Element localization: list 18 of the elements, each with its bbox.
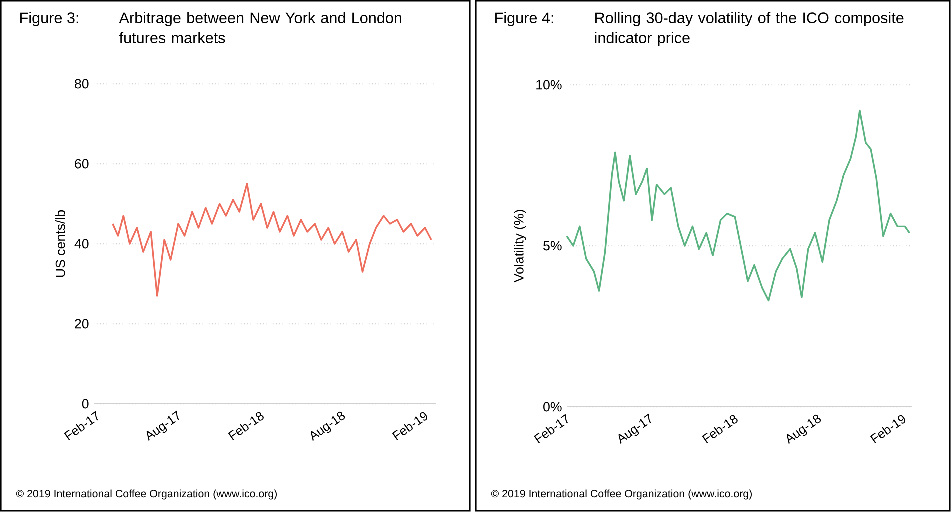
y-axis-title: US cents/lb xyxy=(56,210,66,278)
chart-subtitle: Arbitrage between New York and London futures markets xyxy=(119,12,402,44)
line-series xyxy=(566,110,911,302)
y-tick-label: 0 xyxy=(82,399,89,409)
y-tick-label: 80 xyxy=(75,79,89,89)
y-tick-label: 40 xyxy=(74,239,89,249)
line-series xyxy=(112,183,432,297)
text: © 2019 International Coffee Organization (www.ico.org) xyxy=(16,490,277,500)
y-tick-label: 20 xyxy=(75,319,89,329)
chart-title: Figure 3: xyxy=(20,12,78,27)
y-tick-label: 0% xyxy=(544,402,562,412)
y-tick-label: 10% xyxy=(536,80,562,90)
text: © 2019 International Coffee Organization (www.ico.org) xyxy=(491,490,752,500)
y-tick-label: 60 xyxy=(75,159,89,169)
y-tick-label: 5% xyxy=(544,241,562,251)
y-axis-title: Volatility (%) xyxy=(514,210,526,283)
chart-subtitle: Rolling 30-day volatility of the ICO composite indicator price xyxy=(595,12,904,47)
chart-title: Figure 4: xyxy=(496,12,554,27)
